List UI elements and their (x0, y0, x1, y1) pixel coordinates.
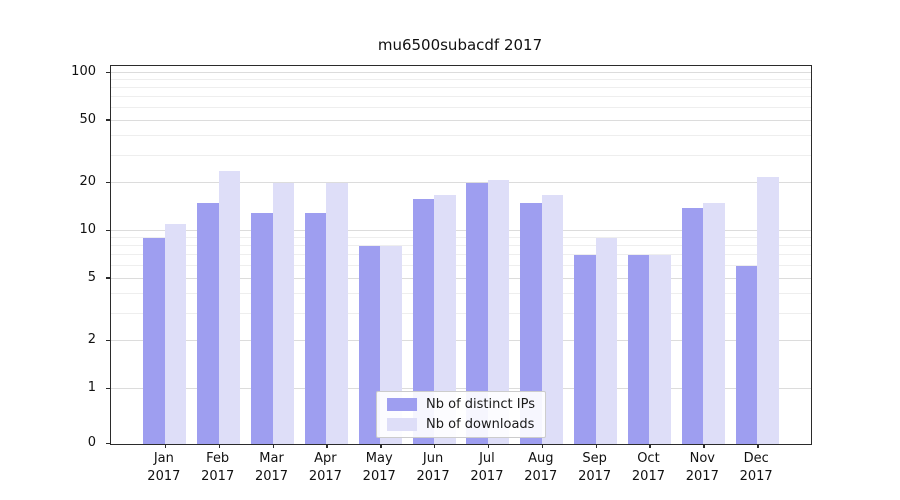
x-tick-label: Jan 2017 (147, 451, 181, 484)
x-tick-mark (380, 444, 382, 448)
bar-distinct-ips (358, 246, 381, 444)
x-tick-mark (487, 444, 490, 448)
x-tick-label: Aug 2017 (524, 451, 558, 484)
bar-downloads (595, 238, 618, 444)
x-tick-label: Jun 2017 (416, 451, 450, 484)
y-tick-mark (106, 71, 110, 73)
bar-downloads (703, 203, 725, 444)
gridline-major (111, 340, 811, 342)
y-tick-label: 20 (79, 174, 96, 190)
bar-downloads (272, 183, 295, 444)
y-tick-mark (106, 340, 110, 342)
y-axis: 0 1 2 5 10 20 50 100 (0, 64, 104, 450)
y-tick-mark (106, 442, 110, 444)
y-tick-label: 0 (87, 435, 96, 450)
plot-area: Nb of distinct IPs Nb of downloads (106, 65, 812, 448)
y-tick-label: 50 (79, 111, 96, 127)
legend-item-downloads: Nb of downloads (387, 417, 535, 432)
y-tick-label: 5 (87, 269, 96, 285)
gridline-major (111, 119, 811, 121)
legend: Nb of distinct IPs Nb of downloads (376, 391, 546, 438)
bar-downloads (757, 176, 779, 444)
gridline-minor (111, 254, 811, 256)
x-tick-label: Mar 2017 (254, 451, 289, 484)
bar-downloads (164, 224, 187, 444)
gridline-major (111, 72, 811, 73)
gridline-minor (111, 79, 811, 81)
y-tick-mark (106, 182, 110, 184)
bar-distinct-ips (574, 255, 596, 444)
x-tick-mark (649, 444, 651, 448)
bar-downloads (218, 170, 241, 444)
x-tick-label: Oct 2017 (631, 451, 665, 484)
y-tick-mark (106, 119, 110, 121)
gridline-minor (111, 245, 811, 247)
x-tick-mark (326, 444, 328, 448)
y-tick-mark (106, 277, 110, 279)
gridline-major (111, 277, 811, 279)
bar-distinct-ips (251, 213, 273, 444)
bar-distinct-ips (304, 213, 327, 444)
bar-downloads (649, 255, 671, 444)
gridline-minor (111, 87, 811, 89)
x-tick-label: Jul 2017 (470, 451, 504, 484)
legend-label-downloads: Nb of downloads (426, 417, 535, 432)
x-tick-label: May 2017 (362, 451, 396, 484)
x-tick-label: Apr 2017 (308, 451, 342, 484)
x-tick-label: Dec 2017 (739, 451, 773, 484)
x-tick-label: Feb 2017 (201, 451, 235, 484)
legend-item-distinct-ips: Nb of distinct IPs (387, 397, 535, 412)
gridline-minor (111, 312, 811, 314)
y-tick-label: 2 (87, 332, 96, 348)
gridline-minor (111, 134, 811, 136)
bar-distinct-ips (412, 198, 435, 444)
legend-swatch-downloads (387, 418, 418, 431)
x-tick-mark (703, 444, 705, 448)
x-tick-mark (164, 444, 167, 448)
bar-distinct-ips (520, 203, 542, 444)
x-tick-mark (272, 444, 274, 448)
bar-downloads (541, 194, 564, 444)
bar-downloads (487, 180, 510, 444)
bar-distinct-ips (735, 266, 758, 444)
x-tick-label: Nov 2017 (685, 451, 719, 484)
x-tick-mark (757, 444, 759, 448)
y-tick-label: 1 (87, 380, 96, 395)
y-tick-label: 100 (71, 64, 96, 79)
gridline-major (111, 230, 811, 231)
legend-label-distinct-ips: Nb of distinct IPs (426, 397, 535, 412)
y-tick-mark (106, 229, 110, 231)
chart-title: mu6500subacdf 2017 (377, 36, 543, 54)
legend-swatch-distinct-ips (387, 398, 418, 411)
bar-distinct-ips (681, 207, 704, 444)
bar-downloads (434, 194, 456, 444)
gridline-minor (111, 265, 811, 267)
gridline-minor (111, 154, 811, 156)
x-tick-mark (434, 444, 436, 448)
bar-distinct-ips (197, 203, 219, 444)
x-tick-mark (595, 444, 597, 448)
gridline-minor (111, 96, 811, 98)
gridline-major (111, 182, 811, 184)
bar-downloads (326, 183, 348, 444)
x-tick-label: Sep 2017 (578, 451, 612, 484)
bar-distinct-ips (627, 255, 650, 444)
gridline-major (111, 388, 811, 389)
gridline-minor (111, 107, 811, 109)
gridline-minor (111, 237, 811, 239)
y-tick-label: 10 (79, 222, 96, 237)
y-tick-mark (106, 387, 110, 389)
bar-distinct-ips (143, 238, 165, 444)
x-tick-mark (541, 444, 544, 448)
x-tick-mark (218, 444, 221, 448)
gridline-minor (111, 292, 811, 294)
bar-distinct-ips (466, 183, 488, 444)
